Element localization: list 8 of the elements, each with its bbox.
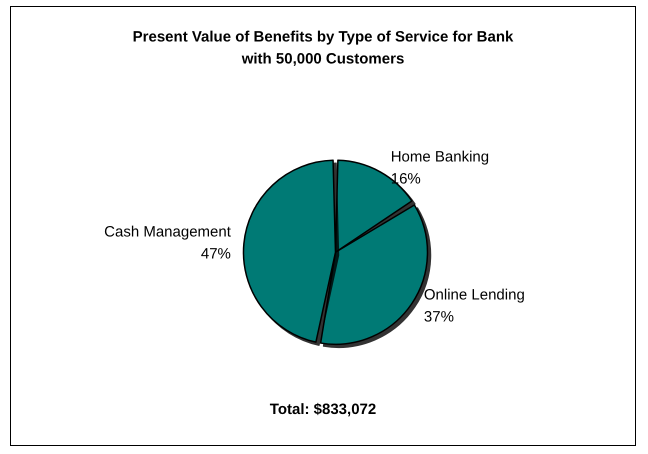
chart-title: Present Value of Benefits by Type of Service for Bank with 50,000 Customers — [132, 28, 514, 68]
slice-label: Home Banking — [390, 148, 490, 166]
slice-label: Cash Management — [104, 224, 232, 241]
slice-label: Online Lending — [424, 286, 525, 304]
text: Total: $833,072 — [270, 401, 376, 418]
data-label: 37% — [424, 308, 454, 326]
data-label: 16% — [390, 170, 421, 188]
data-label: 47% — [200, 246, 231, 263]
